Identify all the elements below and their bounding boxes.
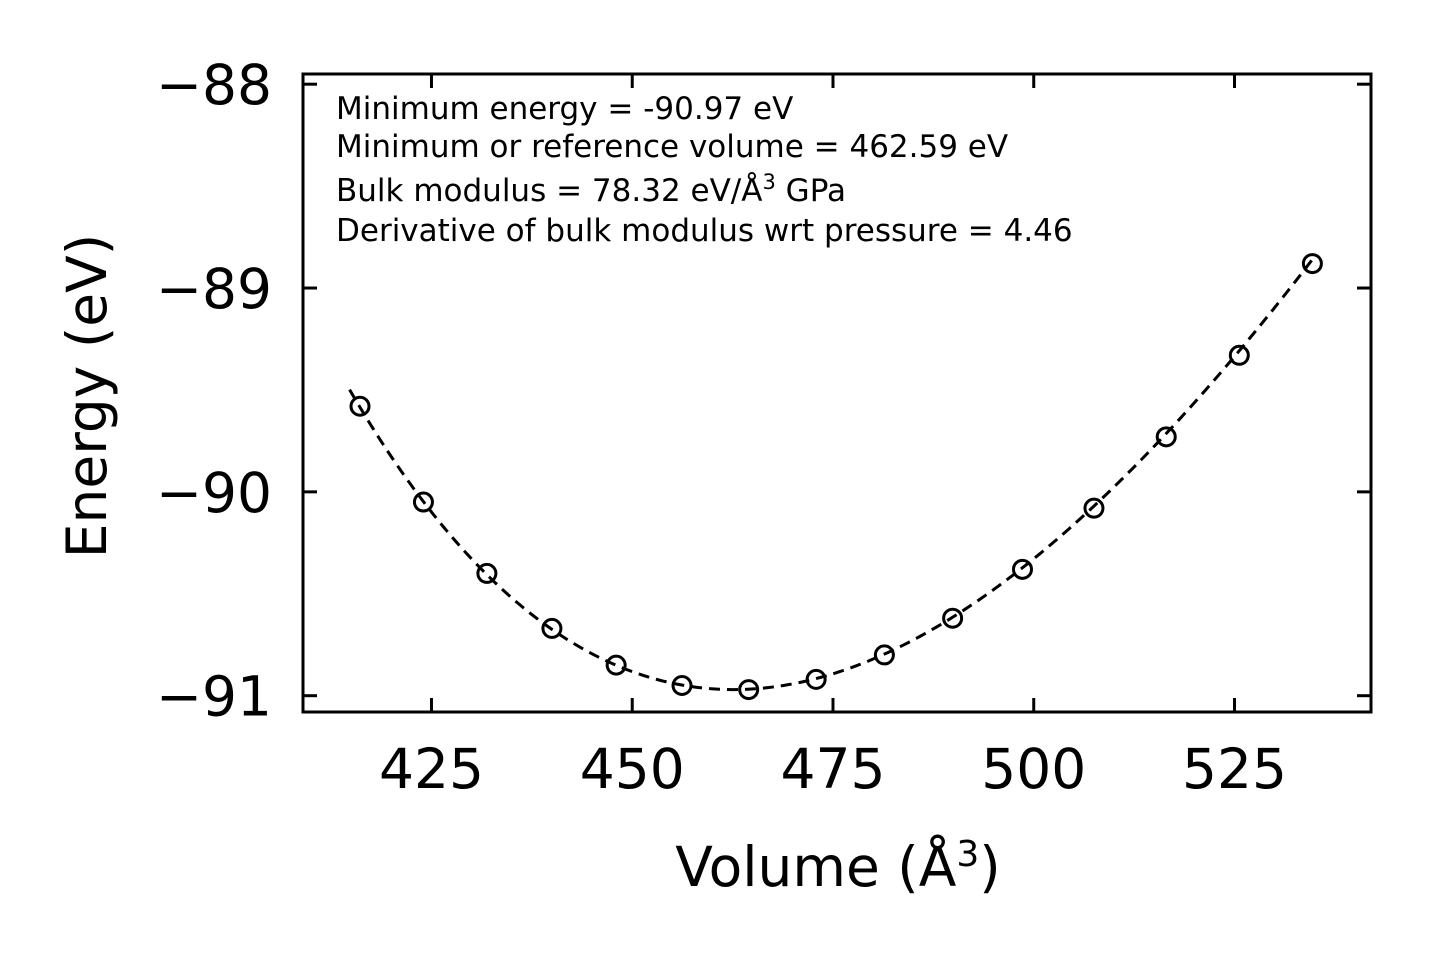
plot-frame [301,72,1373,714]
y-tick-label: −90 [156,461,272,525]
data-point [1228,344,1250,366]
ticks-layer: 425 450 475 500 525 −88 −89 −90 −91 [156,53,1371,801]
data-point [1083,497,1105,519]
annotation-line: Bulk modulus = 78.32 eV/Å3 GPa [336,170,846,209]
x-tick-label: 450 [580,737,685,801]
data-point [671,675,693,697]
x-tick-label: 425 [379,737,484,801]
y-tick-label: −88 [156,53,272,117]
data-point [412,491,434,513]
data-point [1301,253,1323,275]
data-points-layer [349,253,1323,701]
x-tick-label: 525 [1182,737,1287,801]
data-point [476,562,498,584]
y-tick-label: −89 [156,257,272,321]
data-point [541,617,563,639]
data-point [805,668,827,690]
data-point [1011,558,1033,580]
x-tick-label: 475 [780,737,885,801]
annotation-line: Minimum or reference volume = 462.59 eV [336,129,1008,165]
annotation-line: Derivative of bulk modulus wrt pressure … [336,213,1073,249]
annotation-line: Minimum energy = -90.97 eV [336,91,793,127]
y-axis-title: Energy (eV) [55,234,119,558]
y-tick-label: −91 [156,665,272,729]
data-point [605,654,627,676]
data-point [942,607,964,629]
data-point [873,644,895,666]
x-axis-title: Volume (Å3) [675,834,1001,900]
x-tick-label: 500 [981,737,1086,801]
data-point [1155,426,1177,448]
data-point [738,679,760,701]
data-point [349,395,371,417]
